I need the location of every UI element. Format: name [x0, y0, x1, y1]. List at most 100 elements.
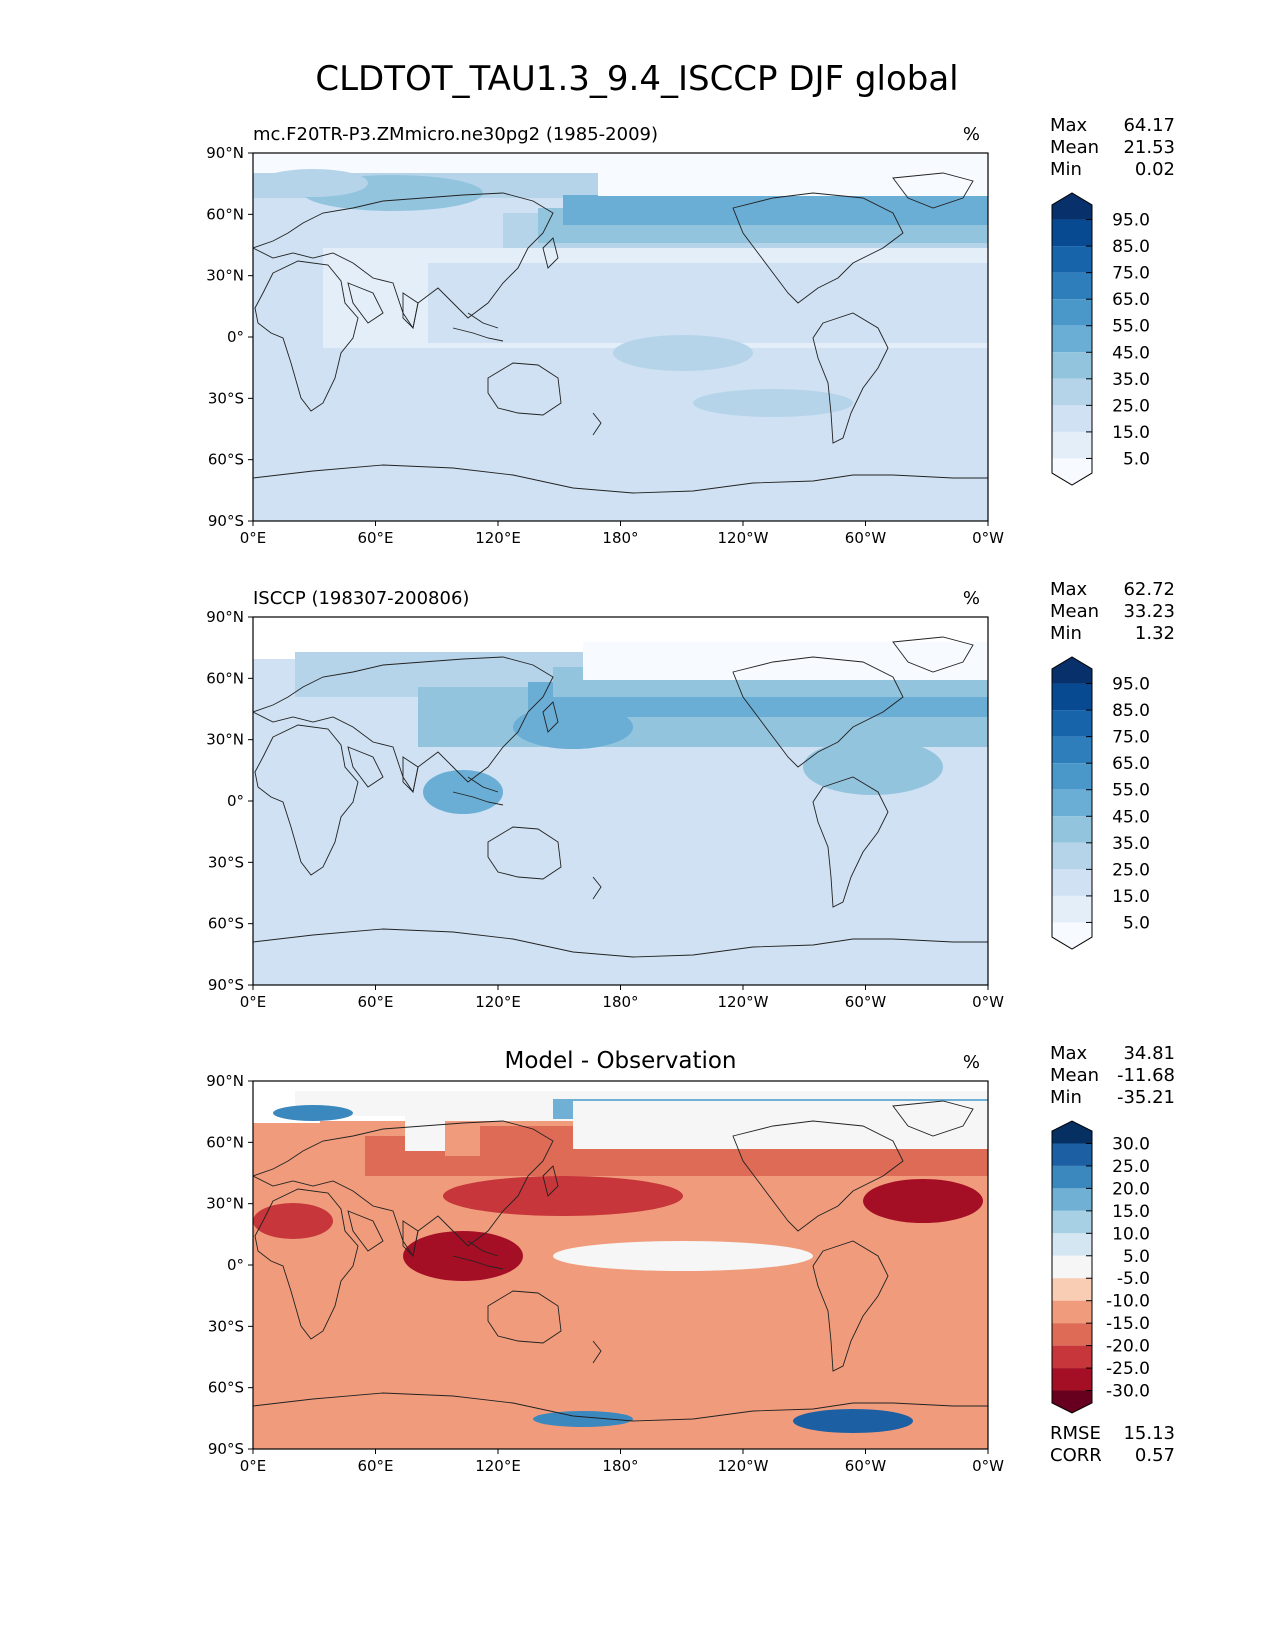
colorbar-tick-label: 85.0 [1112, 701, 1150, 721]
colorbar-tick-label: 15.0 [1112, 887, 1150, 907]
stat-value-max: 64.17 [1123, 115, 1175, 136]
lon-label: 0°W [972, 529, 1004, 547]
lat-label: 30°S [208, 1317, 244, 1335]
lat-label: 30°N [206, 731, 244, 749]
colorbar-tick-label: 95.0 [1112, 211, 1150, 231]
colorbar-extend-top [1052, 1121, 1092, 1144]
panel-model: mc.F20TR-P3.ZMmicro.ne30pg2 (1985-2009)%… [206, 115, 1175, 547]
map-area [252, 616, 989, 986]
stat-label-corr: CORR [1050, 1445, 1102, 1466]
colorbar-segment [1052, 431, 1092, 459]
field-blob [443, 1176, 683, 1216]
lon-label: 0°E [240, 529, 267, 547]
colorbar-segment [1052, 325, 1092, 353]
colorbar-extend-top [1052, 193, 1092, 220]
colorbar-tick-label: 15.0 [1112, 1202, 1150, 1222]
colorbar-segment [1052, 869, 1092, 896]
colorbar-outline [1051, 656, 1093, 950]
lon-label: 180° [602, 1457, 638, 1475]
lat-label: 90°N [206, 608, 244, 626]
stat-label-min: Min [1050, 623, 1082, 644]
field-blob [863, 1179, 983, 1223]
colorbar-segment [1052, 1368, 1092, 1391]
panel-diff: Model - Observation % 90°N 60°N 30°N 0° 30°S 60… [206, 1043, 1175, 1475]
colorbar-tick-label: -30.0 [1106, 1382, 1150, 1402]
lon-label: 120°E [475, 529, 521, 547]
stat-value-mean: 21.53 [1123, 137, 1175, 158]
lon-label: 0°E [240, 1457, 267, 1475]
colorbar: 30.0 25.020.0 15.010.0 5.0-5.0 -10.0-15.0 -20… [1051, 1120, 1150, 1414]
colorbar-segment [1052, 736, 1092, 764]
colorbar: 95.0 85.0 75.0 65.0 55.0 45.0 35.0 25.0 15.0 5.0 [1051, 656, 1150, 950]
colorbar-tick-label: 95.0 [1112, 675, 1150, 695]
colorbar-segment [1052, 299, 1092, 326]
lat-label: 0° [227, 792, 244, 810]
lat-label: 90°S [208, 512, 244, 530]
colorbar-tick-label: 10.0 [1112, 1224, 1150, 1244]
colorbar-segment [1052, 246, 1092, 273]
lon-label: 60°E [357, 993, 393, 1011]
stat-label-mean: Mean [1050, 137, 1099, 158]
colorbar-segment [1052, 1300, 1092, 1324]
stat-value-rmse: 15.13 [1123, 1423, 1175, 1444]
stat-label-mean: Mean [1050, 1065, 1099, 1086]
colorbar-tick-label: -5.0 [1117, 1269, 1150, 1289]
colorbar-segment [1052, 219, 1092, 247]
colorbar-tick-label: 30.0 [1112, 1134, 1150, 1154]
colorbar-tick-label: -25.0 [1106, 1359, 1150, 1379]
lat-label: 60°N [206, 669, 244, 687]
lat-label: 60°S [208, 451, 244, 469]
colorbar-tick-label: 15.0 [1112, 423, 1150, 443]
colorbar-segment [1052, 1143, 1092, 1166]
lat-label: 30°S [208, 853, 244, 871]
colorbar-tick-label: 20.0 [1112, 1179, 1150, 1199]
colorbar-segment [1052, 789, 1092, 817]
colorbar-segment [1052, 272, 1092, 300]
colorbar-tick-label: -10.0 [1106, 1292, 1150, 1312]
panel-left-title: ISCCP (198307-200806) [253, 588, 469, 609]
stat-label-max: Max [1050, 579, 1088, 600]
field-band [583, 642, 988, 680]
field-blob [553, 1241, 813, 1271]
colorbar-extend-top [1052, 657, 1092, 684]
panel-units: % [963, 588, 980, 609]
colorbar-tick-label: 45.0 [1112, 343, 1150, 363]
colorbar-outline [1051, 192, 1093, 486]
colorbar-segment [1052, 1255, 1092, 1279]
colorbar-tick-label: 65.0 [1112, 754, 1150, 774]
colorbar-tick-label: 25.0 [1112, 1157, 1150, 1177]
lon-label: 120°E [475, 993, 521, 1011]
lat-label: 60°N [206, 1133, 244, 1151]
colorbar-tick-label: 55.0 [1112, 781, 1150, 801]
field-blob [273, 1105, 353, 1121]
colorbar-extend-bottom [1052, 922, 1092, 949]
lon-label: 120°W [718, 529, 769, 547]
lon-label: 120°W [718, 1457, 769, 1475]
colorbar-segment [1052, 1278, 1092, 1301]
stat-label-max: Max [1050, 1043, 1088, 1064]
field-band [428, 263, 988, 343]
field-band [598, 173, 988, 196]
map-field [253, 153, 988, 521]
stat-label-rmse: RMSE [1050, 1423, 1101, 1444]
colorbar-tick-label: 35.0 [1112, 370, 1150, 390]
lat-label: 90°N [206, 144, 244, 162]
stat-value-corr: 0.57 [1135, 1445, 1175, 1466]
lon-label: 180° [602, 993, 638, 1011]
field-band [563, 195, 988, 225]
field-blob [693, 389, 853, 417]
lon-label: 60°W [845, 1457, 887, 1475]
lat-label: 0° [227, 328, 244, 346]
colorbar-tick-label: 75.0 [1112, 264, 1150, 284]
colorbar-segment [1052, 842, 1092, 870]
lat-label: 30°S [208, 389, 244, 407]
lat-label: 30°N [206, 267, 244, 285]
colorbar-segment [1052, 710, 1092, 737]
stat-value-min: 1.32 [1135, 623, 1175, 644]
panel-obs: ISCCP (198307-200806) % 90°N 60°N 30°N 0° 30°S… [206, 579, 1175, 1011]
lat-label: 60°S [208, 1379, 244, 1397]
panel-left-title: mc.F20TR-P3.ZMmicro.ne30pg2 (1985-2009) [253, 124, 658, 145]
colorbar-segment [1052, 683, 1092, 711]
lat-label: 60°S [208, 915, 244, 933]
panel-center-title: Model - Observation [504, 1048, 736, 1074]
